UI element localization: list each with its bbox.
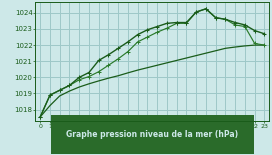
X-axis label: Graphe pression niveau de la mer (hPa): Graphe pression niveau de la mer (hPa) [66, 130, 238, 139]
